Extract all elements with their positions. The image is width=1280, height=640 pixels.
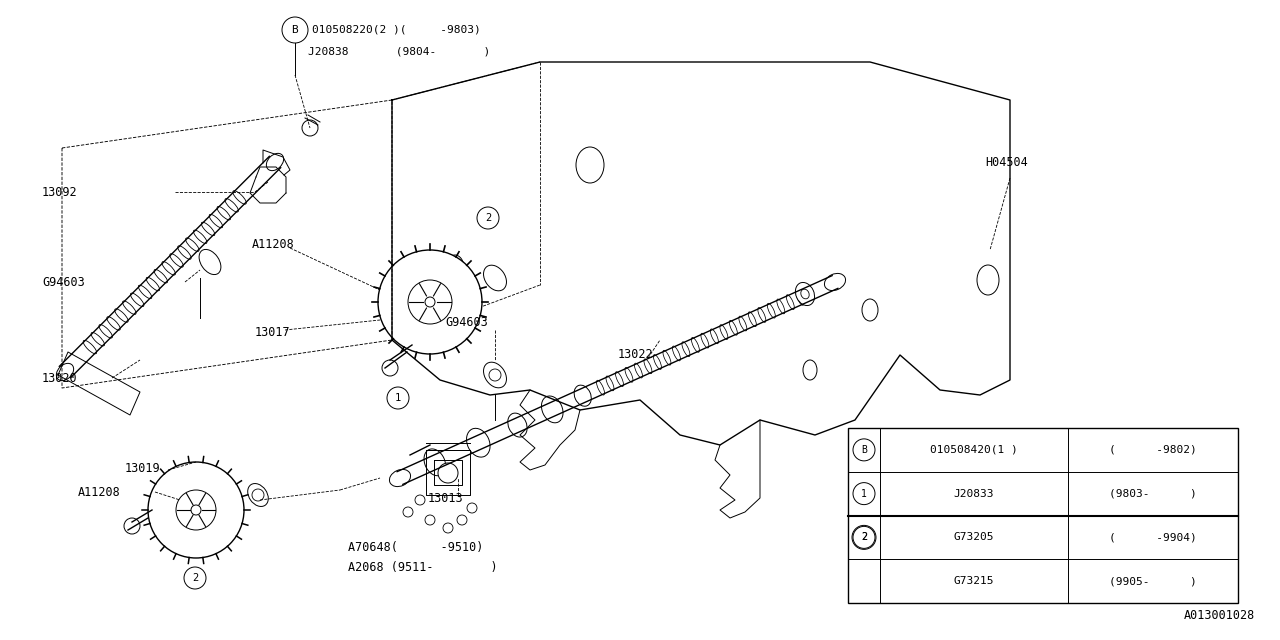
Text: 13013: 13013 (428, 492, 463, 504)
Ellipse shape (56, 364, 74, 381)
Ellipse shape (389, 469, 411, 486)
Text: J20838       (9804-       ): J20838 (9804- ) (308, 47, 490, 57)
Text: 13019: 13019 (125, 461, 160, 474)
Circle shape (381, 360, 398, 376)
Circle shape (438, 463, 458, 483)
Text: 1: 1 (394, 393, 401, 403)
Ellipse shape (200, 250, 221, 275)
Ellipse shape (824, 273, 846, 291)
Circle shape (425, 515, 435, 525)
Ellipse shape (266, 154, 284, 171)
Ellipse shape (248, 484, 269, 506)
Circle shape (177, 490, 216, 530)
Text: B: B (861, 445, 867, 455)
Circle shape (489, 369, 500, 381)
Text: H04504: H04504 (986, 156, 1028, 168)
Text: (      -9802): ( -9802) (1110, 445, 1197, 455)
Text: G73205: G73205 (954, 532, 995, 542)
Circle shape (124, 518, 140, 534)
Text: 2: 2 (861, 532, 867, 542)
Text: B: B (292, 25, 298, 35)
Circle shape (403, 507, 413, 517)
Ellipse shape (508, 413, 527, 437)
Text: (9905-      ): (9905- ) (1110, 576, 1197, 586)
Ellipse shape (575, 385, 591, 406)
Ellipse shape (801, 289, 809, 299)
Text: G94603: G94603 (445, 316, 488, 328)
Text: 13092: 13092 (42, 186, 78, 198)
Text: 2: 2 (192, 573, 198, 583)
Text: 1: 1 (861, 488, 867, 499)
Ellipse shape (484, 362, 507, 388)
Text: 13017: 13017 (255, 326, 291, 339)
Text: J20833: J20833 (954, 488, 995, 499)
Text: A70648(      -9510): A70648( -9510) (348, 541, 484, 554)
Text: 2: 2 (485, 213, 492, 223)
Text: G73215: G73215 (954, 576, 995, 586)
Text: 13020: 13020 (42, 371, 78, 385)
Circle shape (148, 462, 244, 558)
Circle shape (252, 489, 264, 501)
Ellipse shape (424, 449, 445, 476)
Ellipse shape (541, 396, 563, 423)
Circle shape (415, 495, 425, 505)
Text: (      -9904): ( -9904) (1110, 532, 1197, 542)
Bar (849, 428, 1238, 603)
Text: (9803-      ): (9803- ) (1110, 488, 1197, 499)
Text: A11208: A11208 (252, 239, 294, 252)
Circle shape (443, 523, 453, 533)
Text: 2: 2 (861, 532, 867, 542)
Circle shape (425, 297, 435, 307)
Ellipse shape (977, 265, 998, 295)
Circle shape (408, 280, 452, 324)
Text: 13022: 13022 (618, 349, 654, 362)
Ellipse shape (484, 265, 507, 291)
Text: A2068 (9511-        ): A2068 (9511- ) (348, 561, 498, 575)
Circle shape (467, 503, 477, 513)
Circle shape (457, 515, 467, 525)
Circle shape (378, 250, 483, 354)
Text: A11208: A11208 (78, 486, 120, 499)
Text: 010508220(2 )(     -9803): 010508220(2 )( -9803) (312, 25, 481, 35)
Circle shape (191, 505, 201, 515)
Text: A013001028: A013001028 (1184, 609, 1254, 622)
Text: G94603: G94603 (42, 275, 84, 289)
Ellipse shape (795, 282, 814, 305)
Text: 010508420(1 ): 010508420(1 ) (931, 445, 1018, 455)
Ellipse shape (466, 428, 490, 457)
